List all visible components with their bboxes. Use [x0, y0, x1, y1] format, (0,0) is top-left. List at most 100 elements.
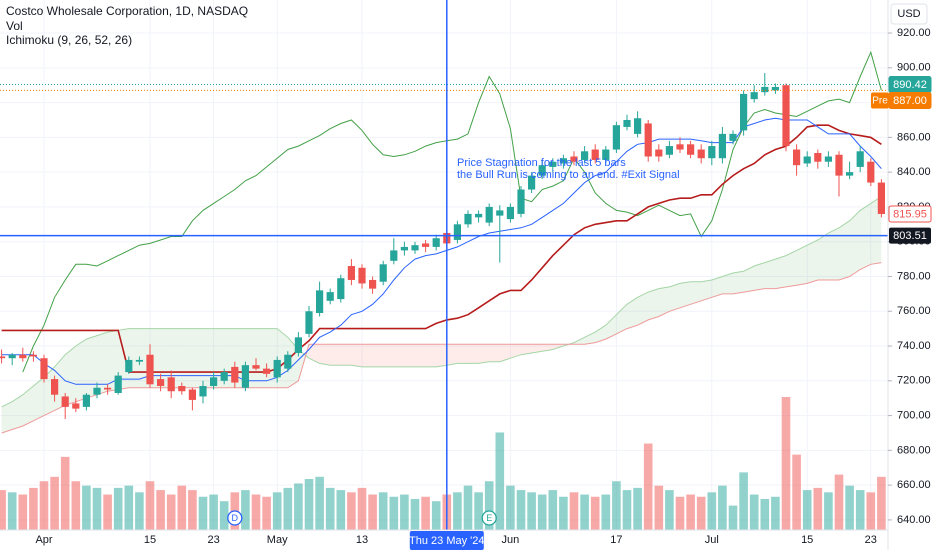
candle-body: [718, 133, 726, 159]
y-tick-label: 740.00: [897, 340, 931, 352]
cloud-segment: [22, 386, 34, 427]
cloud-segment: [796, 245, 808, 286]
candle-body: [369, 279, 377, 289]
candle-body: [263, 368, 271, 374]
cloud-segment: [75, 339, 87, 402]
candle-body: [178, 386, 186, 392]
cloud-segment: [12, 394, 23, 430]
candle-body: [273, 359, 281, 378]
cloud-segment: [256, 328, 267, 388]
annotation: the Bull Run is coming to an end. #Exit …: [457, 169, 680, 181]
cloud-segment: [817, 233, 829, 280]
x-tick-label: 23: [865, 534, 877, 546]
candle-body: [708, 146, 716, 159]
chart-title: Costco Wholesale Corporation, 1D, NASDAQ: [6, 4, 248, 18]
volume-bar: [559, 496, 568, 530]
candle-body: [506, 206, 514, 220]
y-tick-label: 900.00: [897, 62, 931, 74]
volume-bar: [18, 494, 28, 530]
candle-body: [549, 161, 557, 167]
volume-bar: [357, 487, 367, 530]
cloud-segment: [457, 344, 468, 364]
volume-bar: [400, 494, 409, 530]
x-tick-label: 17: [610, 534, 622, 546]
candle-body: [496, 210, 504, 216]
volume-bar: [283, 487, 293, 530]
crosshair-date-box: [409, 531, 484, 550]
price-tag: Pre: [872, 96, 888, 107]
cloud-segment: [680, 281, 691, 308]
candle-body: [432, 238, 440, 247]
volume-bar: [304, 479, 314, 530]
candle-body: [602, 149, 610, 160]
volume-bar: [675, 496, 685, 530]
candle-body: [793, 149, 801, 166]
cloud-segment: [330, 344, 341, 366]
candle-body: [0, 356, 6, 359]
volume-bar: [92, 487, 102, 530]
candle-body: [453, 224, 461, 240]
cloud-segment: [521, 344, 532, 355]
candle-body: [464, 213, 472, 225]
volume-bar: [601, 494, 611, 530]
volume-bar: [103, 494, 112, 530]
cloud-segment: [499, 344, 511, 362]
x-tick-label: 23: [207, 534, 219, 546]
volume-bar: [548, 490, 558, 530]
volume-bar: [665, 490, 674, 530]
currency-box[interactable]: [890, 3, 928, 25]
candle-body: [19, 354, 27, 359]
y-tick-label: 760.00: [897, 305, 931, 317]
ichimoku-span_a: [1, 196, 882, 408]
candle-body: [846, 172, 854, 176]
volume-bar: [622, 490, 632, 530]
candle-body: [517, 189, 525, 214]
candle-body: [72, 403, 80, 409]
candle-body: [220, 372, 228, 381]
volume-bar: [643, 443, 653, 530]
candle-body: [676, 144, 684, 150]
candle-body: [782, 85, 790, 147]
candle-body: [8, 354, 16, 359]
candle-body: [740, 93, 748, 131]
volume-bar: [378, 492, 388, 530]
volume-bar: [686, 494, 695, 530]
cloud-segment: [627, 297, 638, 329]
volume-bar: [824, 492, 833, 530]
volume-bar: [166, 494, 176, 530]
volume-bar: [506, 485, 515, 530]
cloud-segment: [65, 346, 76, 406]
candle-body: [114, 375, 122, 393]
volume-bar: [569, 492, 579, 530]
candle-body: [867, 161, 875, 183]
candle-body: [835, 154, 843, 176]
volume-bar: [590, 496, 600, 530]
candle-body: [687, 144, 695, 155]
candle-body: [305, 311, 313, 334]
volume-bar: [866, 492, 876, 530]
cloud-segment: [764, 259, 776, 289]
volume-bar: [877, 476, 886, 530]
cloud-segment: [393, 344, 405, 367]
annotation: Price Stagnation for the last 5 bars: [457, 157, 626, 169]
cloud-segment: [340, 344, 352, 366]
candle-body: [199, 386, 207, 397]
cloud-segment: [192, 328, 203, 388]
volume-bar: [527, 492, 536, 530]
volume-bar: [654, 485, 664, 530]
cloud-segment: [828, 227, 839, 280]
y-tick-label: 840.00: [897, 166, 931, 178]
candle-body: [231, 366, 239, 383]
cloud-segment: [383, 344, 394, 367]
candle-body: [771, 86, 779, 91]
price-label: 890.42: [893, 79, 927, 91]
cloud-segment: [1, 401, 13, 433]
volume-bar: [707, 492, 717, 530]
candle-body: [125, 359, 133, 373]
candle-body: [528, 175, 536, 190]
volume-bar: [336, 490, 346, 530]
y-tick-label: 680.00: [897, 444, 931, 456]
event-badge: [227, 510, 243, 526]
